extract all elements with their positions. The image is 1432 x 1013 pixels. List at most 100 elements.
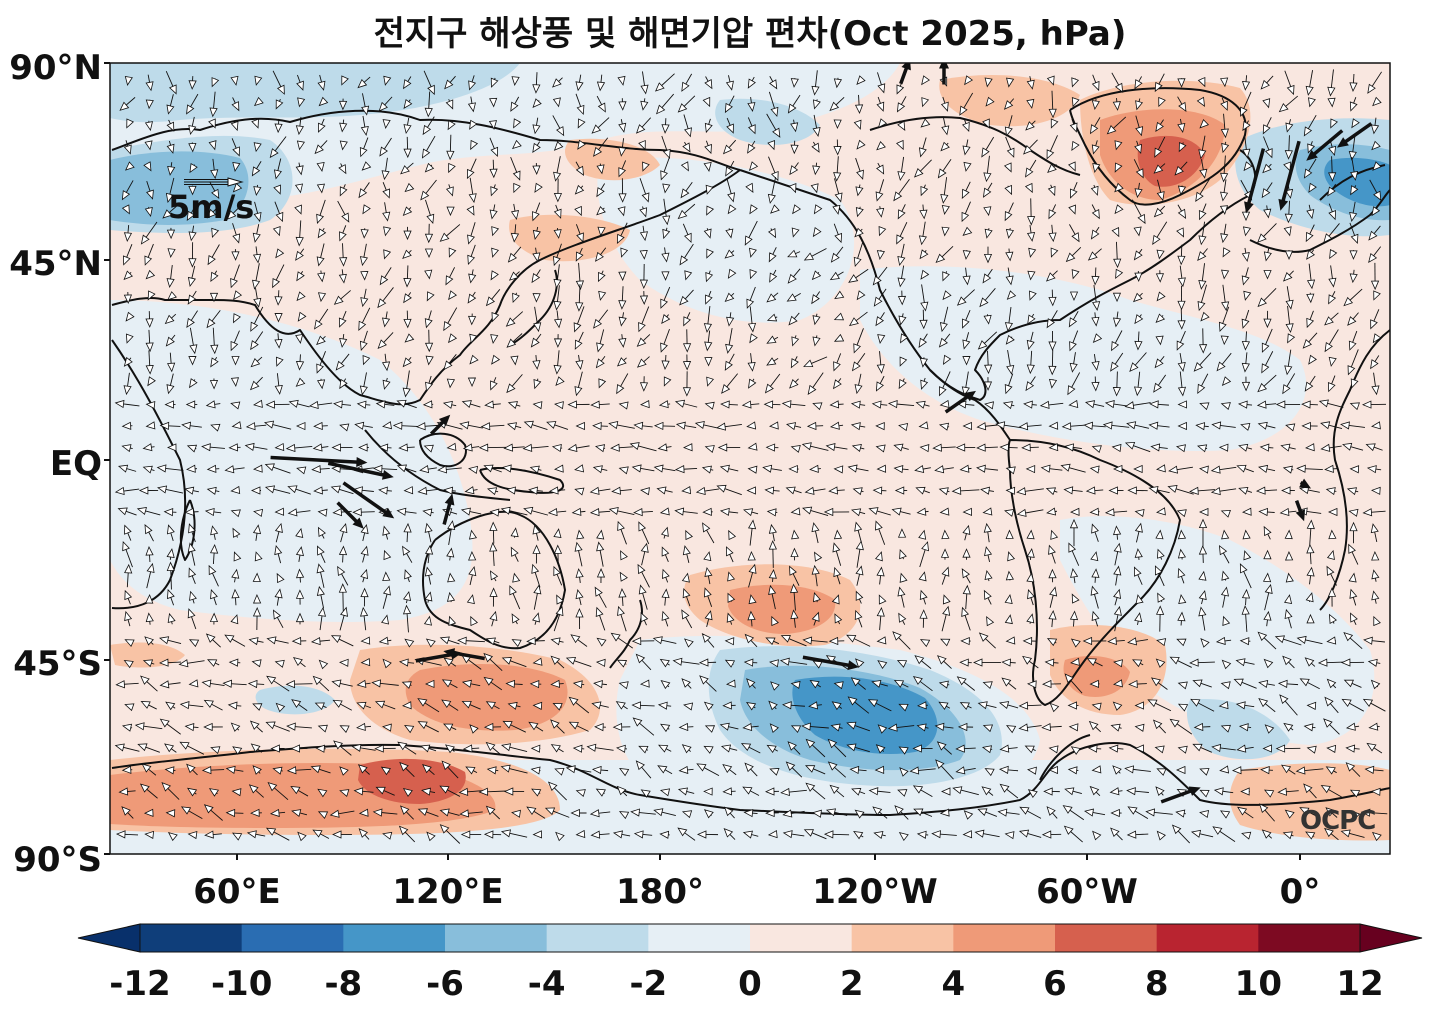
- wind-vector: [378, 96, 393, 112]
- wind-vector: [166, 373, 175, 395]
- wind-vector: [1092, 333, 1103, 343]
- wind-vector: [1048, 204, 1057, 220]
- wind-vector: [899, 333, 909, 344]
- wind-vector: [596, 183, 606, 198]
- wind-vector: [899, 356, 908, 367]
- colorbar-segment: [241, 924, 344, 952]
- colorbar-tick-label: -10: [210, 964, 273, 1004]
- wind-vector: [640, 98, 649, 111]
- wind-vector: [747, 76, 756, 89]
- wind-vector: [1199, 118, 1210, 129]
- wind-vector: [1155, 119, 1164, 132]
- wind-vector: [1323, 223, 1340, 244]
- wind-vector: [396, 399, 417, 409]
- wind-vector: [577, 118, 586, 129]
- wind-vector: [532, 355, 541, 370]
- wind-vector: [166, 264, 175, 288]
- wind-vector: [1195, 178, 1211, 202]
- wind-vector: [121, 180, 134, 201]
- wind-vector: [812, 335, 821, 347]
- wind-vector: [232, 223, 241, 244]
- wind-vector: [1004, 306, 1014, 332]
- wind-vector: [897, 265, 906, 288]
- wind-vector: [982, 118, 990, 129]
- wind-vector: [231, 138, 240, 157]
- wind-vector: [403, 265, 412, 288]
- wind-vector: [704, 357, 713, 367]
- wind-vector: [598, 378, 607, 389]
- wind-vector: [1262, 163, 1272, 174]
- anomaly-region-pos3: [728, 584, 836, 634]
- wind-vector: [940, 177, 949, 204]
- wind-vector: [834, 178, 843, 203]
- wind-vector: [850, 400, 866, 409]
- wind-vector: [185, 400, 198, 409]
- wind-vector: [790, 356, 799, 369]
- wind-vector: [1372, 96, 1382, 107]
- wind-vector: [424, 269, 433, 280]
- colorbar-tick-label: 0: [738, 964, 762, 1004]
- wind-vector: [511, 76, 520, 86]
- wind-vector: [295, 377, 306, 387]
- colorbar-segment: [1156, 924, 1259, 952]
- wind-vector: [1370, 355, 1380, 370]
- wind-vector: [1307, 97, 1316, 108]
- europe-coast: [1249, 189, 1390, 253]
- wind-vector: [1071, 269, 1080, 280]
- wind-vector: [726, 117, 734, 134]
- wind-vector: [1133, 159, 1144, 179]
- wind-vector: [703, 162, 712, 172]
- wind-vector: [747, 306, 757, 333]
- wind-vector: [1198, 263, 1207, 290]
- wind-vector: [508, 271, 520, 281]
- wind-vector: [145, 269, 156, 280]
- wind-vector: [1199, 159, 1208, 179]
- wind-vector: [724, 249, 735, 259]
- wind-vector: [1328, 203, 1337, 221]
- wind-vector: [1198, 328, 1208, 354]
- wind-vector: [188, 225, 197, 242]
- colorbar-tick-label: 2: [839, 964, 864, 1004]
- wind-vector: [124, 76, 133, 86]
- wind-vector: [1328, 156, 1337, 182]
- colorbar-segment: [343, 924, 446, 952]
- wind-vector: [897, 243, 906, 267]
- wind-vector: [1026, 76, 1035, 90]
- wind-vector: [360, 115, 369, 136]
- wind-vector: [767, 176, 777, 204]
- wind-vector: [674, 399, 698, 408]
- wind-vector: [424, 91, 433, 118]
- wind-vector: [555, 376, 565, 386]
- wind-vector: [532, 98, 542, 108]
- wind-vector: [125, 333, 134, 344]
- wind-vector: [1351, 118, 1360, 129]
- wind-vector: [1221, 141, 1230, 154]
- colorbar-segment: [750, 924, 853, 952]
- wind-vector: [489, 97, 498, 108]
- wind-vector: [1155, 313, 1166, 323]
- wind-vector: [252, 263, 261, 290]
- wind-vector: [445, 184, 454, 197]
- wind-vector: [461, 400, 481, 409]
- colorbar: [77, 923, 1423, 953]
- wind-vector: [382, 377, 391, 390]
- wind-vector: [402, 370, 411, 398]
- wind-vector: [274, 333, 283, 349]
- wind-vector: [1329, 248, 1338, 260]
- wind-vector: [919, 357, 928, 368]
- colorbar-tick-label: -2: [629, 964, 668, 1004]
- wind-vector: [125, 161, 135, 171]
- wind-vector: [1327, 183, 1337, 197]
- wind-vector: [470, 139, 479, 151]
- wind-vector: [1328, 291, 1337, 305]
- wind-vector: [446, 378, 456, 389]
- wind-vector: [684, 270, 693, 281]
- wind-vector: [705, 290, 713, 305]
- wind-vector: [188, 76, 197, 90]
- wind-vector: [661, 271, 670, 281]
- wind-vector: [1350, 156, 1359, 181]
- reference-arrow: [184, 177, 244, 187]
- wind-vector: [770, 204, 780, 214]
- wind-vector: [706, 376, 715, 387]
- wind-vector: [1023, 139, 1038, 155]
